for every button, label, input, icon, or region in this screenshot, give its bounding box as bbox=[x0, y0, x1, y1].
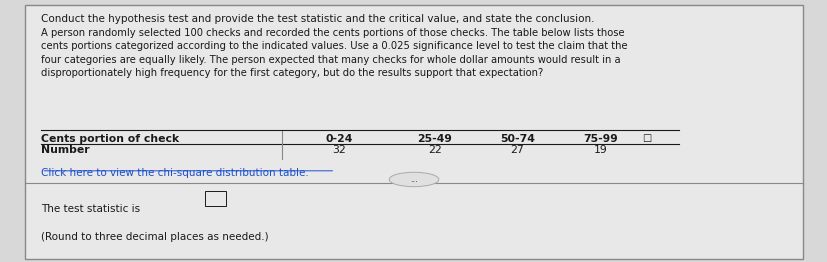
FancyBboxPatch shape bbox=[25, 5, 802, 259]
Text: A person randomly selected 100 checks and recorded the cents portions of those c: A person randomly selected 100 checks an… bbox=[41, 28, 627, 78]
Text: 27: 27 bbox=[510, 145, 523, 155]
Text: Cents portion of check: Cents portion of check bbox=[41, 134, 179, 144]
Text: 22: 22 bbox=[428, 145, 441, 155]
Text: Number: Number bbox=[41, 145, 90, 155]
Ellipse shape bbox=[389, 172, 438, 187]
Text: 32: 32 bbox=[332, 145, 346, 155]
Text: (Round to three decimal places as needed.): (Round to three decimal places as needed… bbox=[41, 232, 269, 242]
Text: 75-99: 75-99 bbox=[582, 134, 617, 144]
Text: □: □ bbox=[641, 133, 650, 143]
Text: 19: 19 bbox=[593, 145, 606, 155]
Text: Conduct the hypothesis test and provide the test statistic and the critical valu: Conduct the hypothesis test and provide … bbox=[41, 14, 594, 24]
Text: ...: ... bbox=[409, 175, 418, 184]
Text: 0-24: 0-24 bbox=[325, 134, 353, 144]
Text: The test statistic is: The test statistic is bbox=[41, 204, 141, 214]
Text: Click here to view the chi-square distribution table.: Click here to view the chi-square distri… bbox=[41, 168, 308, 178]
Text: 25-49: 25-49 bbox=[417, 134, 452, 144]
FancyBboxPatch shape bbox=[205, 191, 226, 206]
Text: 50-74: 50-74 bbox=[500, 134, 534, 144]
